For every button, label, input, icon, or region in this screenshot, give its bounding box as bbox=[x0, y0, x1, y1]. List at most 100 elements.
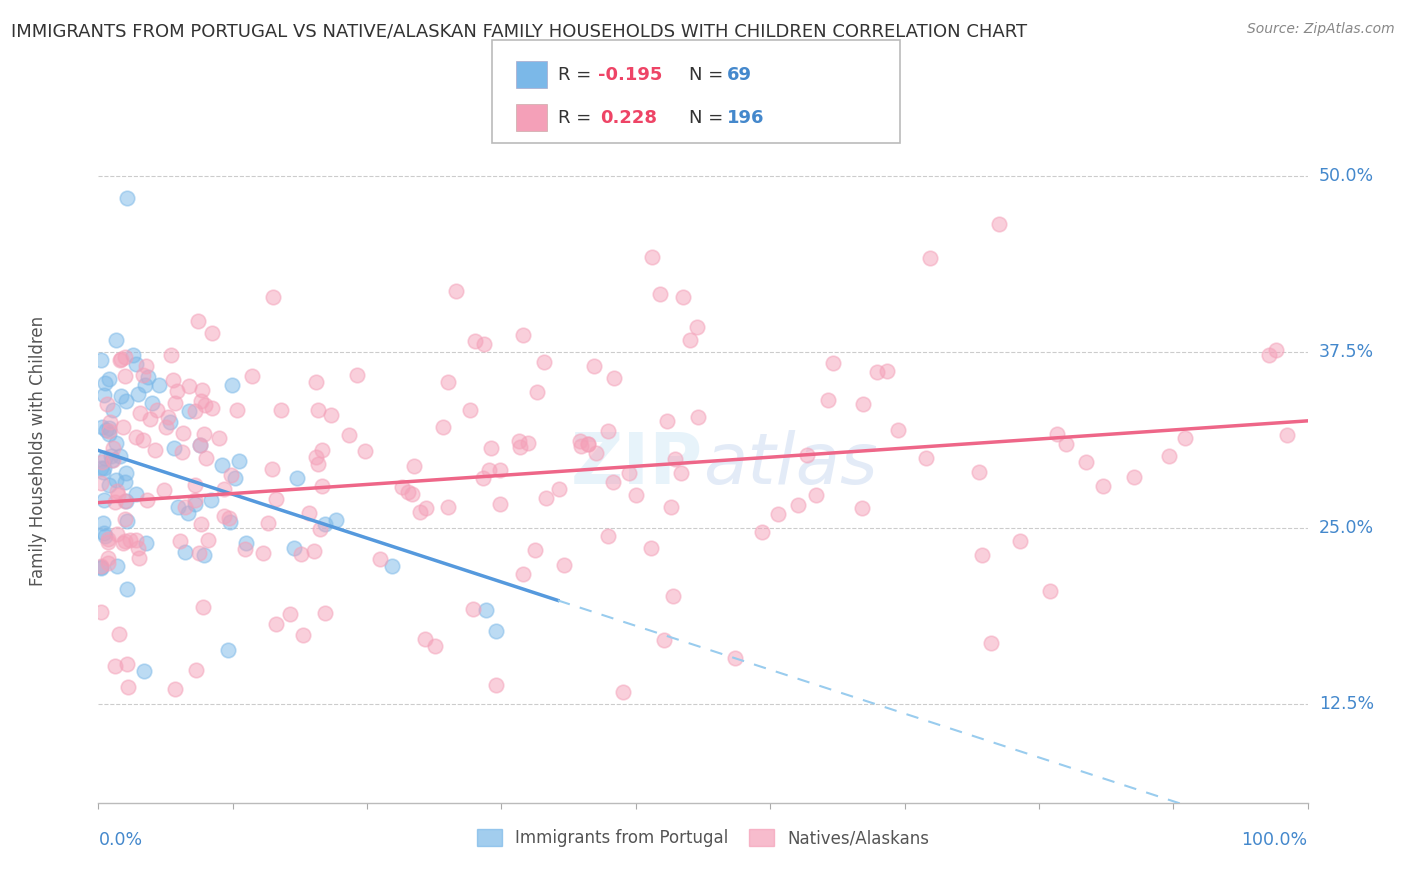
Point bbox=[723, 651, 745, 665]
Point bbox=[117, 680, 139, 694]
Point bbox=[162, 373, 184, 387]
Point bbox=[1039, 583, 1062, 598]
Point bbox=[134, 377, 156, 392]
Text: 196: 196 bbox=[727, 109, 765, 127]
Point bbox=[308, 522, 330, 536]
Point bbox=[235, 536, 257, 550]
Point bbox=[672, 290, 695, 304]
Point bbox=[105, 483, 128, 498]
Point bbox=[1265, 343, 1288, 357]
Point bbox=[101, 452, 124, 467]
Point bbox=[115, 514, 138, 528]
Point bbox=[686, 319, 709, 334]
Point bbox=[191, 383, 214, 397]
Point bbox=[851, 500, 873, 515]
Point bbox=[596, 528, 619, 542]
Point bbox=[97, 534, 120, 549]
Point bbox=[208, 431, 231, 445]
Point bbox=[97, 556, 120, 570]
Point bbox=[96, 397, 118, 411]
Point bbox=[617, 467, 640, 481]
Point bbox=[187, 314, 209, 328]
Point bbox=[177, 379, 200, 393]
Point bbox=[108, 353, 131, 368]
Point bbox=[920, 251, 942, 265]
Point bbox=[662, 589, 685, 603]
Point bbox=[188, 437, 211, 451]
Point bbox=[796, 448, 818, 462]
Point bbox=[283, 541, 305, 555]
Point bbox=[90, 352, 112, 367]
Point bbox=[553, 558, 575, 572]
Point bbox=[217, 642, 239, 657]
Point bbox=[458, 402, 481, 417]
Point bbox=[184, 404, 207, 418]
Point bbox=[512, 567, 534, 582]
Point bbox=[278, 607, 301, 621]
Point bbox=[437, 500, 460, 514]
Text: 100.0%: 100.0% bbox=[1241, 831, 1308, 849]
Point bbox=[1074, 455, 1097, 469]
Point bbox=[166, 500, 188, 514]
Point bbox=[163, 442, 186, 456]
Text: 25.0%: 25.0% bbox=[1319, 519, 1374, 537]
Point bbox=[94, 376, 117, 390]
Point bbox=[472, 337, 495, 351]
Point bbox=[93, 451, 115, 466]
Point bbox=[125, 533, 148, 547]
Text: Family Households with Children: Family Households with Children bbox=[30, 316, 46, 585]
Point bbox=[308, 457, 330, 471]
Point bbox=[478, 463, 501, 477]
Point bbox=[93, 461, 115, 475]
Text: IMMIGRANTS FROM PORTUGAL VS NATIVE/ALASKAN FAMILY HOUSEHOLDS WITH CHILDREN CORRE: IMMIGRANTS FROM PORTUGAL VS NATIVE/ALASK… bbox=[11, 22, 1028, 40]
Point bbox=[115, 191, 138, 205]
Point bbox=[90, 561, 112, 575]
Point bbox=[401, 486, 423, 500]
Point bbox=[124, 487, 146, 501]
Point bbox=[218, 511, 240, 525]
Point bbox=[155, 420, 177, 434]
Point bbox=[187, 546, 209, 560]
Point bbox=[135, 359, 157, 374]
Point bbox=[184, 663, 207, 677]
Point bbox=[485, 678, 508, 692]
Point bbox=[138, 370, 160, 384]
Point bbox=[291, 628, 314, 642]
Point bbox=[290, 547, 312, 561]
Point bbox=[214, 482, 236, 496]
Text: R =: R = bbox=[558, 66, 598, 84]
Point bbox=[127, 387, 149, 401]
Point bbox=[576, 437, 599, 451]
Point bbox=[221, 378, 243, 392]
Point bbox=[156, 409, 179, 424]
Point bbox=[471, 471, 494, 485]
Point bbox=[98, 371, 121, 385]
Point bbox=[346, 368, 368, 383]
Point bbox=[787, 499, 810, 513]
Point bbox=[193, 427, 215, 442]
Point bbox=[1091, 479, 1114, 493]
Text: N =: N = bbox=[689, 66, 728, 84]
Point bbox=[93, 465, 115, 479]
Point bbox=[183, 498, 205, 512]
Point bbox=[93, 493, 115, 508]
Point bbox=[195, 451, 218, 466]
Point bbox=[212, 509, 235, 524]
Point bbox=[179, 404, 201, 418]
Text: 0.0%: 0.0% bbox=[98, 831, 142, 849]
Point bbox=[626, 488, 648, 502]
Point bbox=[305, 450, 328, 464]
Point bbox=[1258, 348, 1281, 362]
Point bbox=[115, 393, 138, 408]
Point bbox=[97, 551, 120, 566]
Point bbox=[97, 533, 120, 547]
Point bbox=[413, 632, 436, 646]
Point bbox=[408, 505, 430, 519]
Point bbox=[437, 375, 460, 389]
Point bbox=[526, 384, 548, 399]
Point bbox=[110, 351, 132, 366]
Point bbox=[174, 545, 197, 559]
Point bbox=[404, 458, 426, 473]
Point bbox=[1008, 534, 1031, 549]
Point bbox=[806, 488, 828, 502]
